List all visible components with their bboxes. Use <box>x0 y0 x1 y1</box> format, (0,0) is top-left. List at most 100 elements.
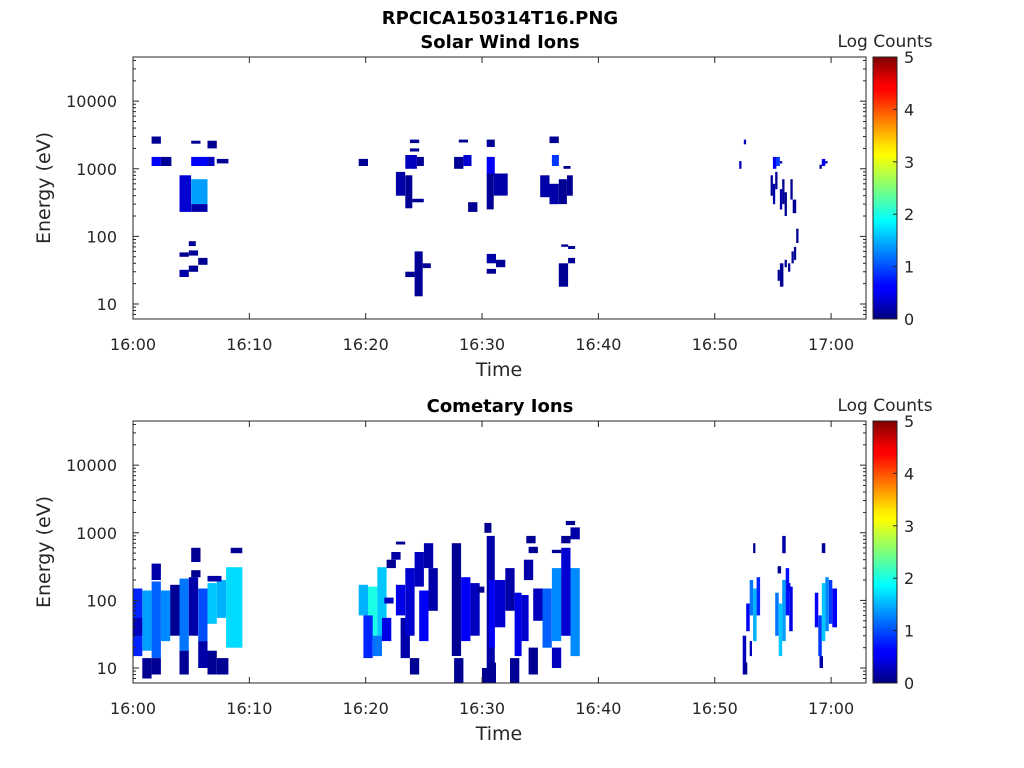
heatmap-cell <box>405 271 415 278</box>
colorbar-tick-label: 5 <box>904 48 914 67</box>
heatmap-cell <box>746 603 750 632</box>
heatmap-cell <box>486 268 496 274</box>
figure-title: RPCICA150314T16.PNG <box>382 8 618 29</box>
heatmap-cell <box>458 139 469 143</box>
heatmap-cell <box>377 567 387 636</box>
x-tick-label: 16:20 <box>343 335 389 354</box>
panel-title-cometary: Cometary Ions <box>427 396 574 417</box>
heatmap-cell <box>756 577 761 616</box>
heatmap-cell <box>160 156 172 166</box>
heatmap-cell <box>792 199 797 214</box>
heatmap-cell <box>486 156 495 176</box>
heatmap-cell <box>558 179 567 205</box>
heatmap-cell <box>151 658 161 675</box>
heatmap-cell <box>486 139 495 147</box>
x-tick-label: 16:30 <box>459 699 505 718</box>
heatmap-cell <box>825 577 829 632</box>
heatmap-cell <box>382 617 392 642</box>
y-axis-label-cometary: Energy (eV) <box>33 496 55 608</box>
heatmap-cell <box>151 136 161 144</box>
heatmap-cell <box>188 250 199 256</box>
x-tick-label: 16:00 <box>110 699 156 718</box>
heatmap-cell <box>753 543 756 554</box>
heatmap-cell <box>489 580 495 648</box>
heatmap-cell <box>405 568 415 636</box>
heatmap-cell <box>528 647 538 675</box>
heatmap-cell <box>570 568 580 657</box>
heatmap-cell <box>142 590 152 651</box>
heatmap-cell <box>561 535 571 544</box>
heatmap-cell <box>198 641 208 668</box>
heatmap-cell <box>412 198 424 203</box>
y-ticks-cometary: 10 100 1000 10000 <box>66 423 866 684</box>
x-ticks-solar-wind: 16:00 16:10 16:20 16:30 16:40 16:50 17:00 <box>110 57 854 354</box>
heatmap-cell <box>207 650 217 675</box>
heatmap-cell <box>368 586 378 642</box>
colorbar-ticks-cometary: 0 1 2 3 4 5 <box>893 412 914 693</box>
heatmap-cell <box>405 175 413 209</box>
heatmap-cell <box>142 658 152 679</box>
heatmap-cell <box>778 603 783 657</box>
heatmap-cell <box>179 252 189 257</box>
heatmap-cell <box>363 615 373 659</box>
heatmap-cell <box>558 263 569 287</box>
heatmap-cell <box>549 136 559 144</box>
heatmap-cell <box>776 156 780 166</box>
heatmap-cell <box>489 662 496 683</box>
colorbar-tick-label: 0 <box>904 674 914 693</box>
colorbar-tick-label: 1 <box>904 622 914 641</box>
heatmap-solar-wind <box>151 136 828 297</box>
heatmap-cell <box>198 257 208 265</box>
heatmap-cell <box>568 246 576 249</box>
heatmap-cell <box>496 259 506 268</box>
x-tick-label: 16:50 <box>692 335 738 354</box>
y-tick-label: 10 <box>97 295 117 314</box>
heatmap-cell <box>779 263 784 287</box>
heatmap-cell <box>772 156 777 169</box>
heatmap-cell <box>188 265 199 272</box>
heatmap-cell <box>753 588 757 642</box>
heatmap-cell <box>793 246 797 260</box>
y-tick-label: 10000 <box>66 456 117 475</box>
heatmap-cell <box>540 175 550 198</box>
heatmap-cell <box>179 578 189 651</box>
heatmap-cell <box>423 543 434 569</box>
heatmap-cell <box>785 568 790 616</box>
colorbar-tick-label: 0 <box>904 310 914 329</box>
heatmap-cell <box>796 228 799 243</box>
heatmap-cell <box>405 155 417 169</box>
heatmap-cell <box>414 251 423 297</box>
heatmap-cell <box>226 567 243 648</box>
heatmap-cell <box>454 658 464 683</box>
heatmap-cell <box>551 568 562 642</box>
x-tick-label: 16:40 <box>575 335 621 354</box>
heatmap-cell <box>230 547 243 554</box>
colorbar-tick-label: 4 <box>904 464 914 483</box>
x-tick-label: 16:10 <box>226 335 272 354</box>
heatmap-cell <box>170 584 180 636</box>
y-axis-label-solar-wind: Energy (eV) <box>33 132 55 244</box>
heatmap-cell <box>782 179 785 205</box>
heatmap-cell <box>551 155 559 166</box>
heatmap-cell <box>825 161 828 164</box>
colorbar-cometary <box>872 420 898 684</box>
heatmap-cell <box>779 161 783 164</box>
heatmap-cell <box>739 161 742 169</box>
heatmap-cell <box>484 522 492 533</box>
heatmap-cell <box>505 568 515 611</box>
heatmap-cell <box>786 583 791 591</box>
heatmap-cell <box>461 577 471 642</box>
heatmap-cell <box>486 173 494 210</box>
heatmap-cell <box>191 547 201 562</box>
colorbar-tick-label: 3 <box>904 517 914 536</box>
heatmap-cell <box>814 592 819 628</box>
heatmap-cell <box>818 615 822 657</box>
x-tick-label: 16:40 <box>575 699 621 718</box>
x-tick-label: 16:50 <box>692 699 738 718</box>
heatmap-cell <box>179 650 189 675</box>
heatmap-cell <box>832 588 837 628</box>
heatmap-cell <box>770 175 773 196</box>
colorbar-ticks-solar-wind: 0 1 2 3 4 5 <box>893 48 914 329</box>
heatmap-cell <box>198 588 208 642</box>
